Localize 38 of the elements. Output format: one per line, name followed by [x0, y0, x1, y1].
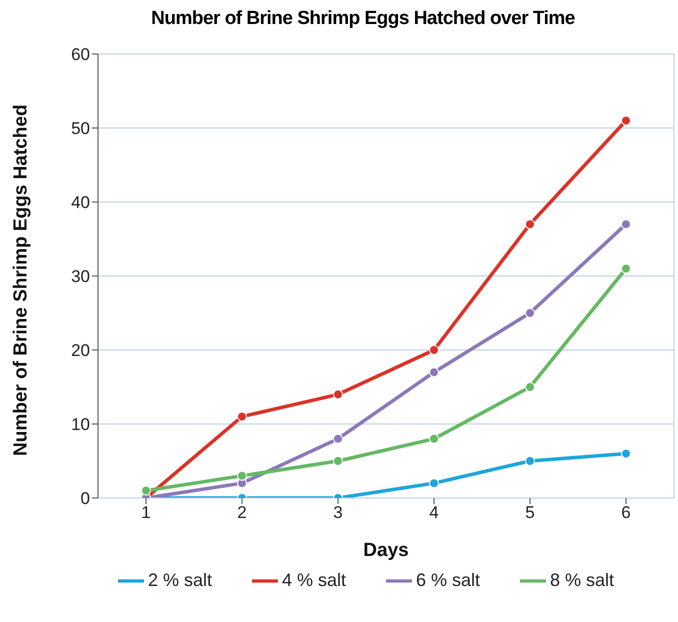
y-tick-label: 60 — [71, 45, 90, 64]
x-tick-label: 1 — [141, 503, 151, 522]
legend-label: 6 % salt — [416, 570, 480, 590]
legend-label: 2 % salt — [148, 570, 212, 590]
point — [525, 456, 535, 466]
point — [237, 412, 247, 422]
point — [621, 264, 631, 274]
point — [237, 470, 247, 481]
y-tick-label: 30 — [71, 267, 90, 286]
point — [621, 219, 631, 230]
point — [525, 382, 535, 392]
x-tick-label: 3 — [333, 503, 343, 522]
x-axis-title: Days — [363, 540, 409, 561]
y-tick-label: 50 — [71, 119, 90, 138]
y-tick-label: 10 — [71, 415, 90, 434]
x-tick-label: 4 — [429, 503, 439, 522]
x-tick-label: 2 — [237, 503, 247, 522]
point — [621, 448, 631, 459]
point — [333, 389, 343, 400]
point — [429, 367, 439, 378]
chart-title: Number of Brine Shrimp Eggs Hatched over Time — [150, 8, 576, 30]
point — [429, 345, 439, 355]
point — [525, 219, 535, 230]
x-tick-label: 6 — [621, 503, 631, 522]
y-axis-title: Number of Brine Shrimp Eggs Hatched — [10, 104, 32, 456]
y-tick-label: 20 — [71, 341, 90, 360]
point — [525, 308, 535, 318]
point — [141, 486, 151, 496]
y-tick-label: 40 — [71, 193, 90, 212]
point — [621, 116, 631, 126]
point — [333, 456, 343, 466]
legend-label: 8 % salt — [550, 570, 614, 590]
point — [429, 434, 439, 444]
point — [429, 478, 439, 488]
point — [333, 434, 343, 444]
y-tick-label: 0 — [80, 489, 90, 508]
x-tick-label: 5 — [525, 503, 535, 522]
legend-label: 4 % salt — [282, 570, 346, 590]
